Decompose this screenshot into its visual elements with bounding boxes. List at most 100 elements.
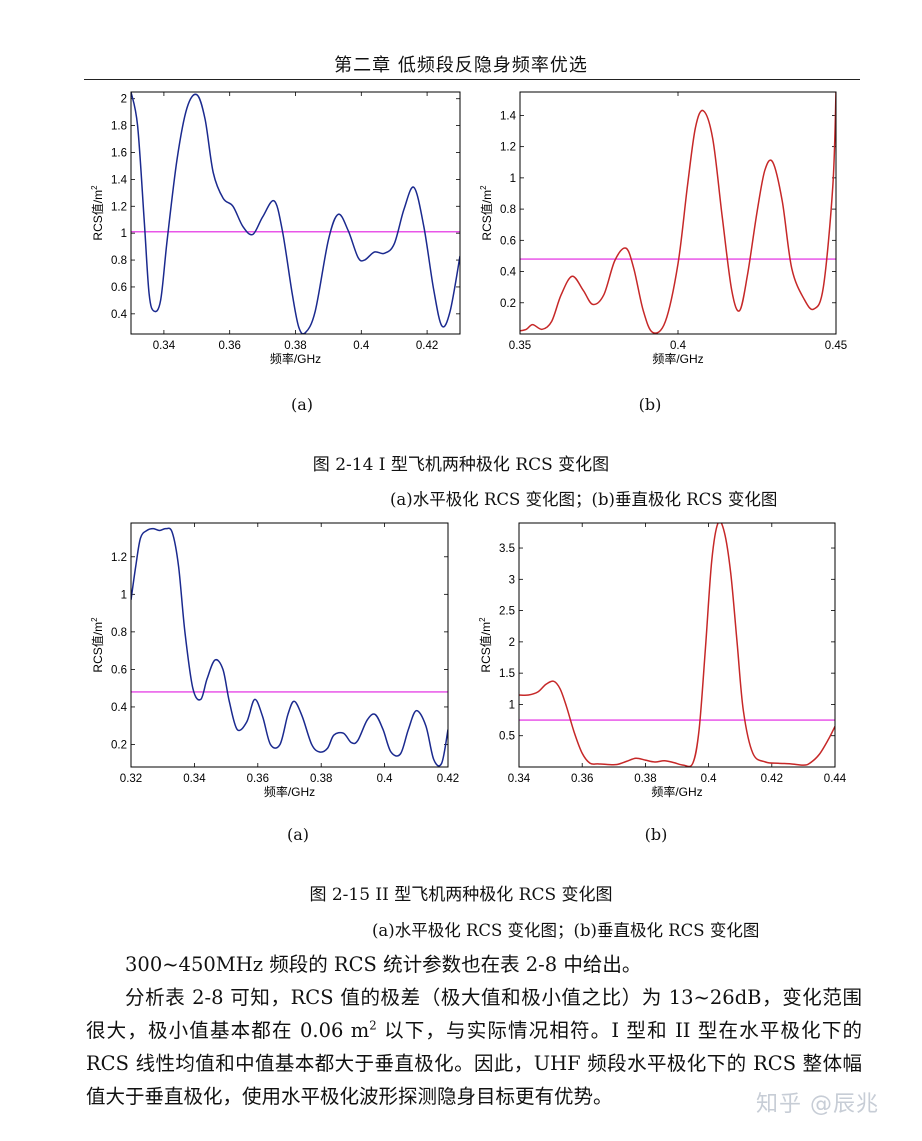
data-point	[597, 763, 598, 764]
plot-area	[520, 92, 836, 334]
x-tick-label: 0.36	[571, 773, 593, 785]
data-point	[135, 566, 136, 567]
data-point	[274, 200, 275, 201]
data-point	[592, 304, 593, 305]
subfigure-label-b: (b)	[638, 395, 662, 414]
y-axis-label: RCS值/m2	[90, 185, 105, 241]
data-point	[367, 719, 368, 720]
data-point	[279, 744, 280, 745]
data-point	[315, 311, 316, 312]
data-point	[214, 659, 215, 660]
y-axis-label-superscript: 2	[478, 617, 487, 622]
data-point	[153, 311, 154, 312]
y-tick-label: 0.6	[500, 235, 516, 247]
x-tick-label: 0.42	[416, 340, 438, 352]
data-point	[526, 329, 527, 330]
superscript: 2	[369, 1018, 377, 1033]
data-point	[551, 321, 552, 322]
data-point	[782, 201, 783, 202]
y-tick-label: 1.5	[499, 668, 515, 680]
data-point	[772, 162, 773, 163]
y-tick-label: 0.4	[111, 702, 128, 714]
series-line	[519, 523, 835, 767]
data-point	[298, 327, 299, 328]
data-point	[582, 753, 583, 754]
data-point	[176, 159, 177, 160]
data-point	[348, 230, 349, 231]
data-point	[223, 198, 224, 199]
x-tick-label: 0.34	[508, 773, 531, 785]
chart-fig-2-14a: 0.34 0.36 0.38 0.4 0.42 0.4 0.6 0.8 1 1.2 1.4 1.6 1.…	[90, 91, 461, 366]
data-point	[828, 738, 829, 739]
data-point	[425, 725, 426, 726]
data-point	[705, 648, 706, 649]
figure-caption: 图 2-14 I 型飞机两种极化 RCS 变化图	[312, 455, 610, 475]
data-point	[590, 763, 591, 764]
data-point	[408, 729, 409, 730]
data-point	[731, 290, 732, 291]
x-tick-label: 0.45	[825, 340, 847, 352]
x-tick-label: 0.44	[824, 773, 847, 785]
data-point	[583, 290, 584, 291]
y-tick-label: 1.2	[111, 552, 127, 564]
data-point	[351, 742, 352, 743]
data-point	[146, 530, 147, 531]
data-point	[159, 530, 160, 531]
y-tick-label: 0.2	[500, 298, 516, 310]
data-point	[607, 764, 608, 765]
data-point	[178, 566, 179, 567]
x-axis-label: 频率/GHz	[651, 784, 702, 799]
x-tick-label: 0.32	[120, 773, 142, 785]
y-tick-label: 0.8	[111, 627, 127, 639]
plot-frame	[518, 522, 836, 768]
x-axis-label: 频率/GHz	[652, 351, 703, 366]
data-point	[747, 274, 748, 275]
data-point	[553, 681, 554, 682]
subfigure-label-a: (a)	[290, 395, 314, 414]
data-point	[692, 763, 693, 764]
data-point	[184, 631, 185, 632]
y-tick-label: 0.2	[111, 739, 127, 751]
data-point	[616, 764, 617, 765]
y-tick-label: 0.5	[499, 731, 515, 743]
data-point	[382, 729, 383, 730]
x-tick-label: 0.36	[219, 340, 241, 352]
data-point	[229, 701, 230, 702]
data-point	[357, 257, 358, 258]
data-point	[433, 289, 434, 290]
data-point	[252, 234, 253, 235]
y-tick-label: 1	[121, 589, 127, 601]
data-point	[778, 763, 779, 764]
data-point	[374, 714, 375, 715]
data-point	[292, 293, 293, 294]
y-axis-label-superscript: 2	[90, 617, 99, 622]
chart-fig-2-15b: 0.34 0.36 0.38 0.4 0.42 0.44 0.5 1 1.5 2 2.5 3 3.5 频率…	[478, 522, 847, 799]
y-tick-label: 0.8	[500, 204, 516, 216]
data-point	[262, 716, 263, 717]
y-tick-label: 0.6	[111, 664, 127, 676]
data-point	[730, 572, 731, 573]
data-point	[270, 744, 271, 745]
x-tick-label: 0.38	[634, 773, 656, 785]
y-axis-label-text: RCS值/m	[90, 622, 105, 673]
data-point	[137, 125, 138, 126]
data-point	[413, 187, 414, 188]
chart-fig-2-15a: 0.32 0.34 0.36 0.38 0.4 0.42 0.2 0.4 0.6 0.8 1 1.2 频…	[90, 522, 459, 799]
data-point	[703, 110, 704, 111]
data-point	[528, 694, 529, 695]
y-tick-label: 1	[121, 228, 127, 240]
data-point	[319, 751, 320, 752]
data-point	[364, 259, 365, 260]
data-point	[196, 94, 197, 95]
y-tick-label: 1.8	[111, 121, 127, 133]
data-point	[327, 748, 328, 749]
x-tick-label: 0.4	[353, 340, 370, 352]
y-axis-label-superscript: 2	[479, 185, 488, 190]
data-point	[338, 214, 339, 215]
series-line	[131, 92, 460, 334]
data-point	[545, 684, 546, 685]
data-point	[819, 754, 820, 755]
x-axis-label: 频率/GHz	[270, 351, 321, 366]
data-point	[222, 669, 223, 670]
data-point	[687, 185, 688, 186]
